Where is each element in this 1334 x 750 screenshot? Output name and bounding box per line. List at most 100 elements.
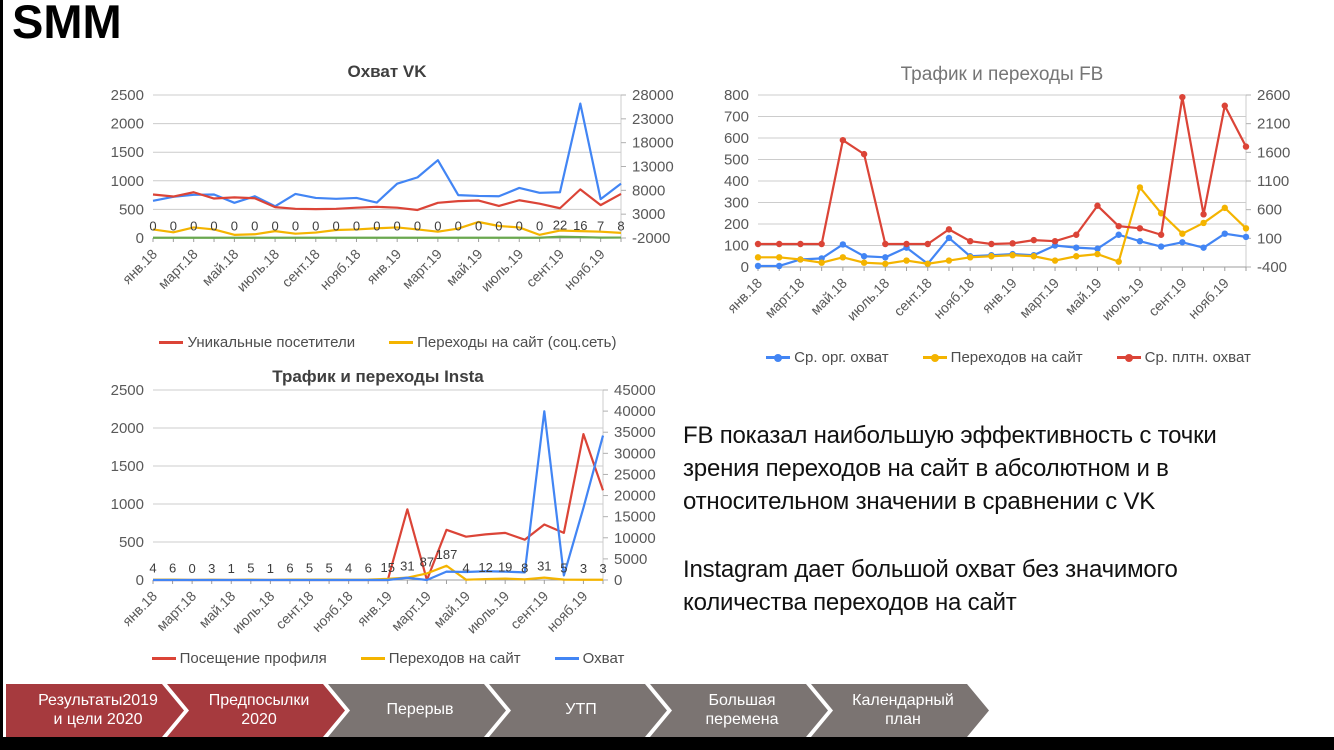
svg-text:0: 0	[434, 219, 441, 234]
legend-dot-marker	[930, 353, 939, 362]
nav-chevron-calendar-plan[interactable]: Календарный план	[811, 684, 989, 737]
vk-chart-legend: Уникальные посетители Переходы на сайт (с…	[88, 334, 688, 351]
text-line: Instagram дает большой охват без значимо…	[683, 556, 1178, 584]
svg-text:июль.18: июль.18	[229, 588, 278, 637]
svg-text:март.19: март.19	[1016, 275, 1062, 321]
svg-text:800: 800	[724, 87, 749, 104]
svg-text:200: 200	[724, 216, 749, 233]
svg-text:нояб.19: нояб.19	[561, 246, 608, 293]
svg-text:нояб.18: нояб.18	[930, 275, 977, 322]
svg-text:8: 8	[521, 560, 528, 575]
svg-text:700: 700	[724, 109, 749, 126]
svg-text:45000: 45000	[614, 382, 656, 399]
legend-item: Ср. орг. охват	[766, 349, 889, 366]
svg-text:31: 31	[400, 559, 414, 574]
svg-text:0: 0	[136, 572, 144, 589]
svg-text:40000: 40000	[614, 403, 656, 420]
svg-text:10000: 10000	[614, 530, 656, 547]
legend-label: Ср. орг. охват	[794, 349, 889, 366]
svg-text:янв.19: янв.19	[979, 275, 1020, 316]
svg-text:нояб.18: нояб.18	[317, 246, 364, 293]
svg-text:12: 12	[478, 560, 492, 575]
svg-text:июль.19: июль.19	[464, 588, 513, 637]
svg-text:500: 500	[119, 534, 144, 551]
legend-line-swatch	[389, 341, 414, 344]
nav-chevron-label: Перерыв	[386, 701, 454, 719]
legend-dot-marker	[774, 353, 783, 362]
svg-text:0: 0	[292, 219, 299, 234]
nav-chevron-label: Результаты2019 и цели 2020	[38, 691, 158, 728]
svg-text:-400: -400	[1257, 259, 1287, 276]
svg-text:600: 600	[1257, 202, 1282, 219]
svg-text:0: 0	[149, 219, 156, 234]
svg-text:Охват VK: Охват VK	[347, 62, 427, 81]
svg-text:0: 0	[495, 219, 502, 234]
text-line: FB показал наибольшую эффективность с то…	[683, 422, 1217, 449]
svg-text:13000: 13000	[632, 159, 674, 176]
text-line: относительном значении в сравнении с VK	[683, 488, 1156, 516]
slide-bottom-border	[3, 737, 1334, 750]
fb-traffic-chart: 0 100 200 300 400 500 600 700 800 2600 2100 1600 110…	[724, 64, 1290, 324]
fb-conclusion-paragraph: FB показал наибольшую эффективность с то…	[683, 419, 1303, 518]
svg-text:5000: 5000	[614, 551, 647, 568]
svg-text:март.18: март.18	[761, 275, 807, 321]
svg-text:0: 0	[190, 219, 197, 234]
svg-text:5: 5	[560, 561, 567, 576]
legend-label: Переходов на сайт	[388, 650, 521, 667]
svg-text:600: 600	[724, 130, 749, 147]
legend-line-swatch	[151, 657, 176, 660]
nav-chevron-big-change[interactable]: Большая перемена	[650, 684, 828, 737]
vk-reach-chart: 0 500 1000 1500 2000 2500 28000 23000 18000 13000…	[111, 62, 674, 295]
nav-chevron-break[interactable]: Перерыв	[328, 684, 506, 737]
svg-text:2600: 2600	[1257, 87, 1290, 104]
nav-chevron-premises-2020[interactable]: Предпосылки 2020	[167, 684, 345, 737]
svg-text:22: 22	[553, 218, 567, 233]
nav-chevron-results-2019[interactable]: Результаты2019 и цели 2020	[6, 684, 184, 737]
svg-text:18000: 18000	[632, 135, 674, 152]
svg-text:нояб.19: нояб.19	[1185, 275, 1232, 322]
legend-label: Охват	[582, 650, 625, 667]
svg-text:3: 3	[599, 561, 606, 576]
svg-text:4: 4	[345, 561, 352, 576]
nav-chevron-label: УТП	[565, 701, 597, 719]
svg-text:25000: 25000	[614, 466, 656, 483]
svg-text:0: 0	[516, 219, 523, 234]
insta-chart-legend: Посещение профиля Переходов на сайт Охват	[88, 650, 688, 667]
legend-item: Охват	[554, 650, 625, 667]
svg-text:5: 5	[247, 561, 254, 576]
text-line: зрения переходов на сайт в абсолютном и …	[683, 455, 1169, 483]
svg-text:4: 4	[462, 561, 469, 576]
svg-text:1600: 1600	[1257, 144, 1290, 161]
svg-text:янв.18: янв.18	[724, 275, 765, 316]
legend-line-swatch	[922, 353, 947, 362]
svg-text:500: 500	[119, 201, 144, 218]
svg-text:2100: 2100	[1257, 116, 1290, 133]
nav-chevron-utp[interactable]: УТП	[489, 684, 667, 737]
svg-text:6: 6	[286, 561, 293, 576]
svg-text:400: 400	[724, 173, 749, 190]
legend-label: Уникальные посетители	[187, 334, 356, 351]
svg-text:0: 0	[741, 259, 749, 276]
svg-text:-2000: -2000	[632, 230, 670, 247]
svg-text:8000: 8000	[632, 182, 665, 199]
svg-text:июль.19: июль.19	[478, 246, 527, 295]
svg-text:0: 0	[536, 219, 543, 234]
svg-text:0: 0	[189, 561, 196, 576]
svg-text:87: 87	[420, 554, 434, 569]
legend-line-swatch	[766, 353, 791, 362]
svg-text:март.19: март.19	[388, 588, 434, 634]
legend-item: Переходов на сайт	[922, 349, 1083, 366]
text-line: количества переходов на сайт	[683, 589, 1017, 617]
svg-text:0: 0	[333, 219, 340, 234]
legend-label: Переходов на сайт	[950, 349, 1083, 366]
svg-text:1500: 1500	[111, 144, 144, 161]
svg-text:300: 300	[724, 195, 749, 212]
legend-line-swatch	[1116, 353, 1141, 362]
svg-text:6: 6	[169, 561, 176, 576]
svg-text:8: 8	[617, 219, 624, 234]
svg-text:июль.18: июль.18	[233, 246, 282, 295]
svg-text:15000: 15000	[614, 509, 656, 526]
legend-item: Ср. плтн. охват	[1116, 349, 1251, 366]
svg-text:15: 15	[381, 560, 395, 575]
